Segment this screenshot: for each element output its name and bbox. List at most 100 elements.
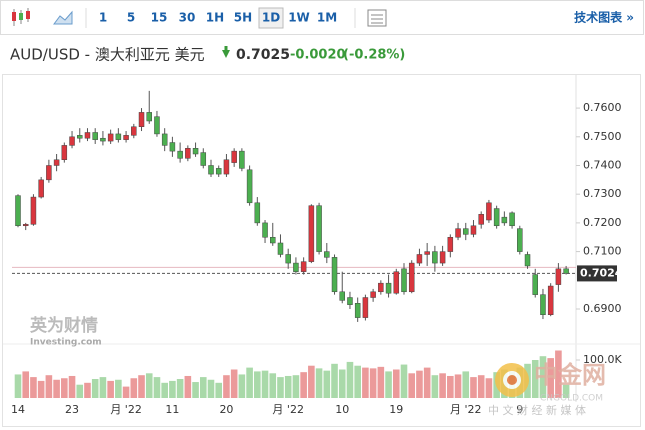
volume-bar xyxy=(369,368,377,398)
volume-bar xyxy=(323,370,331,398)
candle-body xyxy=(200,152,207,166)
volume-bar xyxy=(531,360,539,398)
volume-bar xyxy=(562,384,570,398)
x-tick-label: 月 '22 xyxy=(110,403,142,416)
volume-tick-label: 100.0K xyxy=(583,353,622,366)
y-tick-label: 0.7600 xyxy=(583,101,622,114)
candle-body xyxy=(385,282,392,294)
volume-bar xyxy=(539,356,547,398)
candle-body xyxy=(107,133,114,142)
candle-body xyxy=(300,261,307,272)
candle-body xyxy=(408,262,415,293)
candle-body xyxy=(192,148,199,155)
quote-change-pct: (-0.28%) xyxy=(343,48,405,63)
interval-button[interactable]: 1 xyxy=(99,11,107,25)
x-tick-label: 月 '22 xyxy=(450,403,482,416)
x-tick-label: 19 xyxy=(389,403,403,416)
candle-body xyxy=(416,254,423,264)
chart-frame xyxy=(2,74,641,427)
candle-body xyxy=(486,202,492,221)
volume-bar xyxy=(84,382,91,398)
candle-body xyxy=(77,135,83,139)
watermark: CNGOLD.COM xyxy=(540,394,603,404)
candle-body xyxy=(154,116,160,135)
candle-body xyxy=(53,159,60,166)
interval-buttons: 1 5 15 30 1H 5H 1D 1W 1M xyxy=(99,7,337,29)
last-price-box xyxy=(577,265,617,282)
candle-body xyxy=(401,268,407,293)
toolbar xyxy=(0,0,644,35)
interval-button[interactable]: 30 xyxy=(179,11,196,25)
technical-chart-link[interactable]: 技术图表 » xyxy=(574,10,634,25)
interval-button[interactable]: 1W xyxy=(288,11,310,25)
volume-bar xyxy=(130,378,138,398)
y-tick-label: 0.7100 xyxy=(583,245,622,258)
volume-bar xyxy=(153,377,161,398)
interval-button[interactable]: 1M xyxy=(317,11,337,25)
candle-body xyxy=(161,133,168,146)
candle-body xyxy=(223,159,230,175)
volume-bar xyxy=(184,375,192,398)
volume-bar xyxy=(22,371,30,398)
volume-bar xyxy=(61,378,68,398)
x-tick-label: 9 xyxy=(516,403,523,416)
quote-change: -0.0020 xyxy=(290,48,346,63)
volume-bar xyxy=(254,371,261,398)
y-tick-label: 0.7300 xyxy=(583,187,622,200)
interval-button[interactable]: 15 xyxy=(151,11,168,25)
interval-button[interactable]: 1H xyxy=(206,11,224,25)
candle-body xyxy=(246,169,253,204)
volume-bar xyxy=(45,375,53,398)
interval-button[interactable]: 1D xyxy=(262,11,280,25)
volume-bar xyxy=(161,382,168,398)
candle-body xyxy=(84,132,91,139)
volume-bar xyxy=(192,382,199,398)
candle-body xyxy=(131,126,137,136)
volume-bar xyxy=(431,375,439,398)
candle-body xyxy=(432,251,438,264)
volume-bar xyxy=(485,378,493,398)
candle-body xyxy=(463,228,469,235)
settings-icon[interactable] xyxy=(367,9,387,27)
candle-body xyxy=(46,165,52,181)
volume-bar xyxy=(338,369,346,398)
candle-body xyxy=(38,179,44,198)
volume-bar xyxy=(331,363,338,398)
quote-title: AUD/USD - 澳大利亚元 美元 xyxy=(10,46,205,64)
x-tick-label: 月 '22 xyxy=(272,403,304,416)
candle-body xyxy=(439,251,446,264)
candle-body xyxy=(100,137,106,142)
candle-body xyxy=(540,294,546,315)
x-tick-label: 23 xyxy=(65,403,79,416)
candle-body xyxy=(455,228,461,238)
candle-body xyxy=(115,133,122,140)
candle-body xyxy=(22,224,29,227)
volume-bar xyxy=(176,379,184,398)
candle-body xyxy=(532,274,538,295)
volume-bar xyxy=(292,375,300,398)
volume-bar xyxy=(169,380,176,398)
volume-bar xyxy=(447,375,454,398)
volume-bar xyxy=(300,372,307,398)
candle-body xyxy=(215,168,222,175)
volume-bar xyxy=(416,370,423,398)
interval-button[interactable]: 5H xyxy=(234,11,252,25)
candle-body xyxy=(30,196,37,225)
candle-icon[interactable] xyxy=(12,8,30,26)
volume-bar xyxy=(53,379,60,398)
candle-body xyxy=(285,254,291,264)
interval-button[interactable]: 5 xyxy=(127,11,135,25)
y-tick-label: 0.7200 xyxy=(583,216,622,229)
volume-bar xyxy=(277,377,284,398)
candle-body xyxy=(169,142,176,152)
volume-bar xyxy=(439,373,446,398)
plot: 0.6900 0.7100 0.7200 0.7300 0.7400 0.7500 0.76… xyxy=(11,90,623,416)
area-icon[interactable] xyxy=(53,10,73,25)
volume-bar xyxy=(470,377,477,398)
volume-bar xyxy=(408,373,416,398)
volume-bar xyxy=(346,361,354,398)
volume-bar xyxy=(315,368,323,398)
volume-bar xyxy=(68,375,76,398)
quote-price: 0.7025 xyxy=(236,47,290,63)
last-price-label: 0.7024 xyxy=(580,266,623,279)
